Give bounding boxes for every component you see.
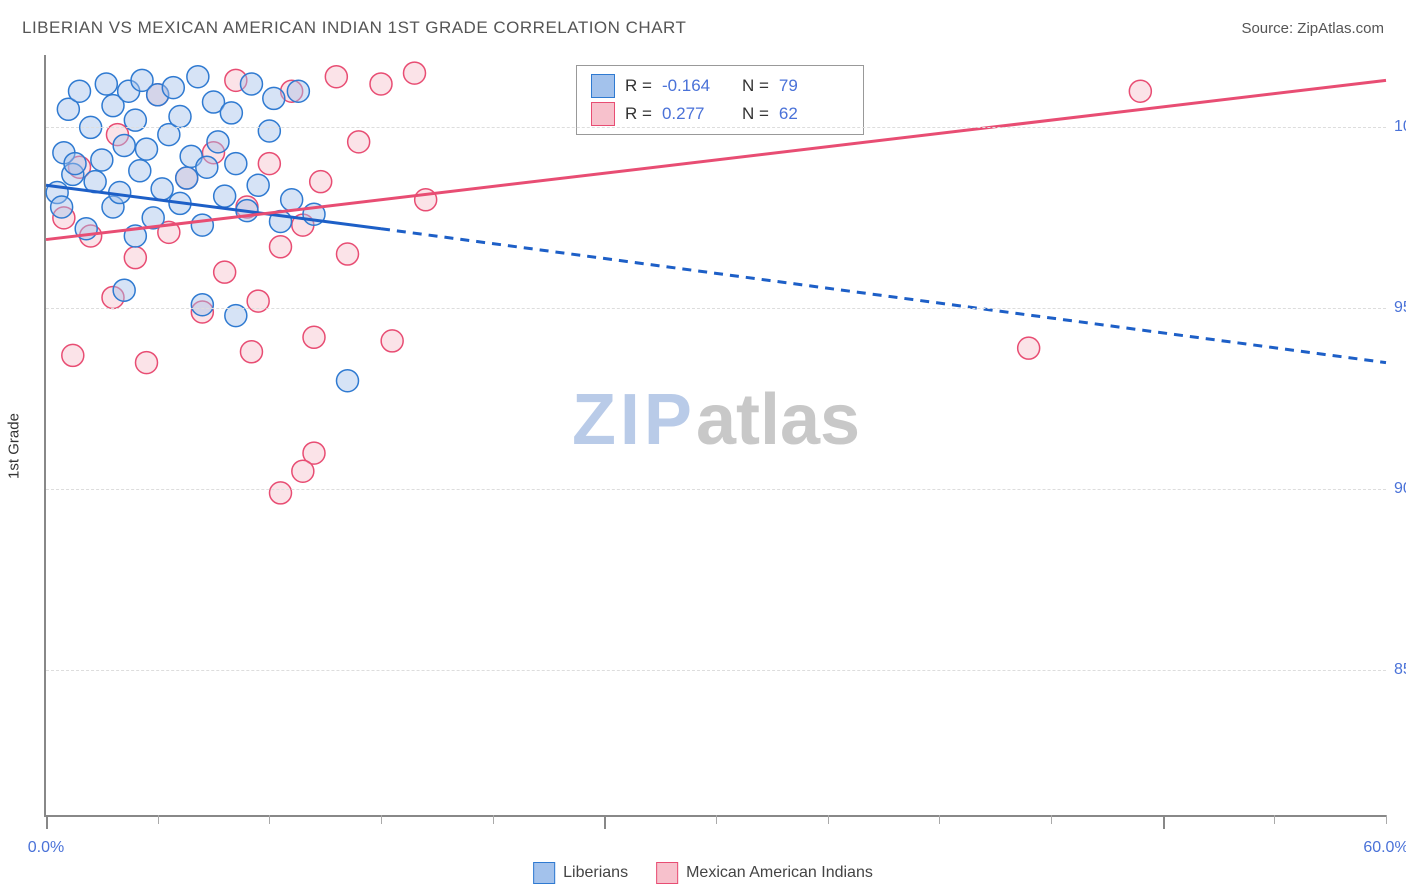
x-tick-minor bbox=[1274, 815, 1275, 824]
stats-legend: R = -0.164 N = 79 R = 0.277 N = 62 bbox=[576, 65, 864, 135]
x-tick bbox=[604, 815, 606, 829]
x-tick-label: 60.0% bbox=[1363, 839, 1406, 857]
swatch-icon bbox=[533, 862, 555, 884]
x-tick-minor bbox=[1051, 815, 1052, 824]
x-tick-minor bbox=[1386, 815, 1387, 824]
legend-item: Mexican American Indians bbox=[656, 862, 873, 884]
y-tick-label: 100.0% bbox=[1394, 118, 1406, 136]
swatch-icon bbox=[656, 862, 678, 884]
chart-title: LIBERIAN VS MEXICAN AMERICAN INDIAN 1ST … bbox=[22, 18, 686, 38]
gridline bbox=[46, 670, 1386, 671]
source-label: Source: ZipAtlas.com bbox=[1241, 20, 1384, 37]
y-tick-label: 95.0% bbox=[1394, 299, 1406, 317]
x-tick-minor bbox=[158, 815, 159, 824]
stats-row: R = 0.277 N = 62 bbox=[591, 100, 849, 128]
swatch-icon bbox=[591, 74, 615, 98]
x-tick-label: 0.0% bbox=[28, 839, 64, 857]
x-tick-minor bbox=[716, 815, 717, 824]
x-tick-minor bbox=[939, 815, 940, 824]
plot-area: ZIPatlas R = -0.164 N = 79 R = 0.277 N =… bbox=[44, 55, 1386, 817]
y-tick-label: 90.0% bbox=[1394, 480, 1406, 498]
x-tick-minor bbox=[269, 815, 270, 824]
x-tick bbox=[46, 815, 48, 829]
x-tick bbox=[1163, 815, 1165, 829]
x-tick-minor bbox=[828, 815, 829, 824]
y-tick-label: 85.0% bbox=[1394, 661, 1406, 679]
bottom-legend: Liberians Mexican American Indians bbox=[533, 862, 873, 884]
legend-item: Liberians bbox=[533, 862, 628, 884]
swatch-icon bbox=[591, 102, 615, 126]
gridline bbox=[46, 308, 1386, 309]
scatter-svg bbox=[46, 55, 1386, 815]
y-axis-label: 1st Grade bbox=[6, 413, 23, 479]
x-tick-minor bbox=[493, 815, 494, 824]
x-tick-minor bbox=[381, 815, 382, 824]
stats-row: R = -0.164 N = 79 bbox=[591, 72, 849, 100]
gridline bbox=[46, 127, 1386, 128]
gridline bbox=[46, 489, 1386, 490]
